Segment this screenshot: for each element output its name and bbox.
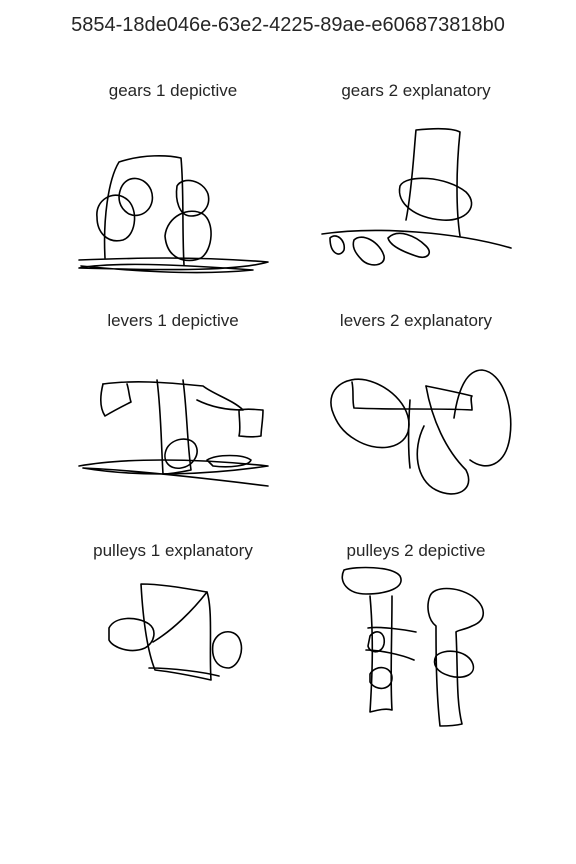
sketch-drawing bbox=[108, 583, 243, 681]
sketch-panel-gears-1: gears 1 depictive bbox=[53, 80, 293, 300]
panel-title: levers 2 explanatory bbox=[339, 311, 493, 330]
sketch-panel-levers-2: levers 2 explanatory bbox=[296, 310, 536, 530]
sketch-panel-pulleys-2: pulleys 2 depictive bbox=[296, 540, 536, 760]
sketch-panel-gears-2: gears 2 explanatory bbox=[296, 80, 536, 300]
panel-title: pulleys 1 explanatory bbox=[93, 541, 253, 560]
sketch-drawing bbox=[341, 566, 485, 727]
sketch-drawing bbox=[78, 379, 269, 487]
panel-title: gears 1 depictive bbox=[108, 81, 238, 100]
page-title: 5854-18de046e-63e2-4225-89ae-e606873818b… bbox=[71, 14, 505, 36]
sketch-drawing bbox=[78, 155, 269, 274]
panel-title: pulleys 2 depictive bbox=[346, 541, 486, 560]
panel-title: gears 2 explanatory bbox=[341, 81, 491, 100]
sketch-drawing bbox=[330, 369, 512, 495]
sketch-panel-levers-1: levers 1 depictive bbox=[53, 310, 293, 530]
sketch-panel-pulleys-1: pulleys 1 explanatory bbox=[53, 540, 293, 760]
sketch-drawing bbox=[321, 127, 512, 266]
panel-title: levers 1 depictive bbox=[107, 311, 239, 330]
